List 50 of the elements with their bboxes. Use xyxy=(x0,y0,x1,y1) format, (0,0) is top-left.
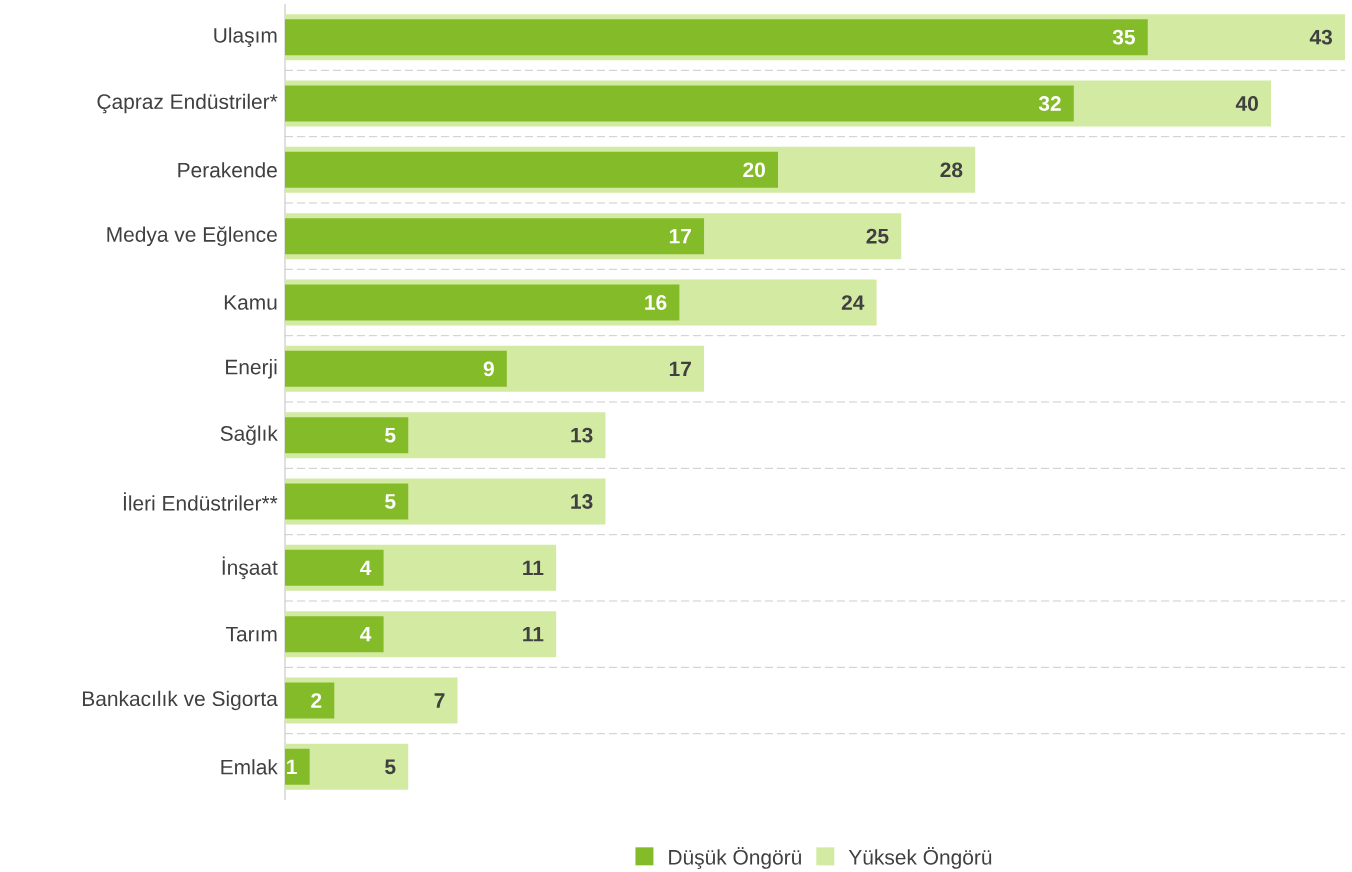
legend-label: Düşük Öngörü xyxy=(669,847,801,870)
bar xyxy=(285,417,409,454)
data-label: 32 xyxy=(1038,96,1061,112)
data-label: 5 xyxy=(385,428,396,443)
bar xyxy=(285,351,507,388)
y-tick-label: Tarım xyxy=(226,627,277,642)
data-label: 20 xyxy=(743,162,765,178)
data-label: 11 xyxy=(523,560,544,576)
legend-label: Yüksek Öngörü xyxy=(848,847,992,870)
data-label: 4 xyxy=(360,560,372,576)
y-tick-label: Bankacılık ve Sigorta xyxy=(83,690,278,711)
data-label: 25 xyxy=(866,228,889,244)
y-tick-label: Ulaşım xyxy=(214,27,277,48)
data-label: 1 xyxy=(287,759,297,775)
y-tick-label: Çapraz Endüstriler* xyxy=(97,93,278,114)
bar xyxy=(285,19,1148,56)
y-tick-label: Enerji xyxy=(226,359,277,379)
data-label: 5 xyxy=(385,759,396,775)
data-label: 7 xyxy=(434,693,445,708)
bar xyxy=(285,749,310,786)
bar xyxy=(285,284,680,321)
data-label: 17 xyxy=(669,229,691,244)
data-label: 16 xyxy=(645,295,667,311)
bar xyxy=(285,616,384,653)
bar xyxy=(285,483,409,520)
y-tick-label: İnşaat xyxy=(222,556,278,580)
bar xyxy=(285,152,778,189)
data-label: 28 xyxy=(940,162,963,178)
y-tick-label: Medya ve Eğlence xyxy=(107,226,277,247)
data-label: 43 xyxy=(1309,29,1332,45)
data-label: 40 xyxy=(1235,96,1258,112)
y-tick-label: İleri Endüstriler** xyxy=(123,492,278,511)
data-label: 13 xyxy=(571,427,593,443)
data-label: 35 xyxy=(1112,29,1135,45)
y-tick-label: Emlak xyxy=(221,759,278,775)
data-label: 4 xyxy=(360,627,372,642)
data-label: 9 xyxy=(483,361,494,377)
data-label: 17 xyxy=(669,361,691,377)
bar xyxy=(285,218,705,255)
data-label: 11 xyxy=(523,627,544,642)
data-label: 2 xyxy=(311,693,322,708)
y-tick-label: Perakende xyxy=(178,162,277,178)
data-label: 5 xyxy=(385,494,396,509)
bar xyxy=(285,550,384,587)
data-label: 24 xyxy=(841,295,865,310)
bar xyxy=(285,682,335,719)
y-tick-label: Sağlık xyxy=(220,425,278,446)
data-label: 13 xyxy=(571,494,593,510)
bar xyxy=(285,85,1074,122)
y-tick-label: Kamu xyxy=(224,295,277,310)
